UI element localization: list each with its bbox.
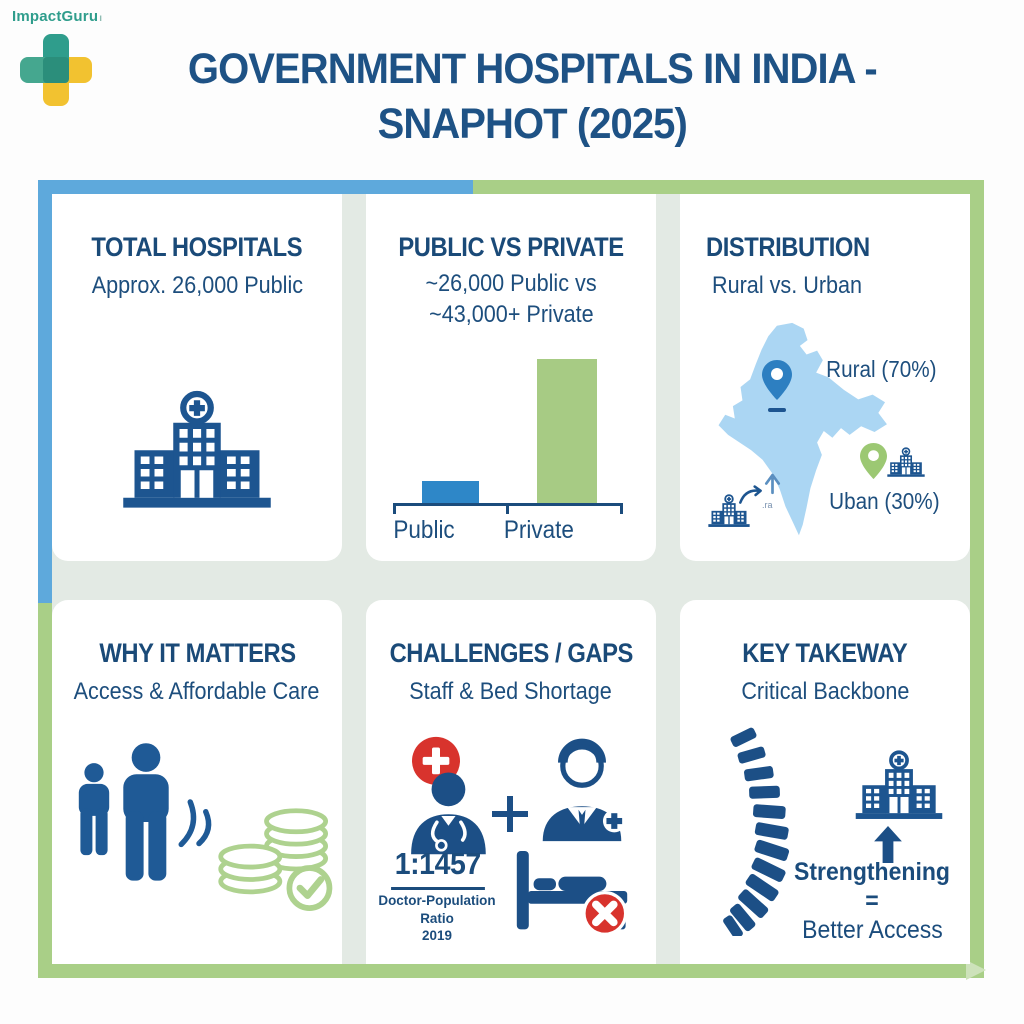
ratio-caption: Doctor-Population Ratio 2019	[366, 892, 508, 945]
panel-subtitle: Staff & Bed Shortage	[409, 678, 613, 705]
panel-distribution: DISTRIBUTION Rural vs. Urban Rural (70%)…	[680, 194, 970, 561]
urban-hospital-icon	[887, 447, 925, 477]
panel-title: DISTRIBUTION	[706, 232, 870, 262]
panel-title: PUBLIC VS PRIVATE	[398, 232, 624, 262]
page-title-line2: SNAPHOT (2025)	[377, 99, 687, 148]
coins-savings-icon	[218, 808, 333, 911]
logo-brand-text: ImpactGuruı	[12, 8, 103, 25]
panel-title: TOTAL HOSPITALS	[91, 232, 303, 262]
medical-cross-icon	[20, 34, 92, 106]
impactguru-logo: ImpactGuruı	[12, 8, 132, 108]
india-map	[718, 322, 887, 536]
urban-pin-icon	[860, 441, 887, 481]
up-arrow-outline-icon	[764, 473, 781, 495]
bar-label-private: Private	[503, 516, 575, 544]
panel-title: CHALLENGES / GAPS	[389, 638, 633, 668]
map-annotation: .ra	[762, 500, 773, 510]
hospital-building-icon	[122, 390, 272, 508]
rural-label: Rural (70%)	[826, 356, 937, 382]
panel-subtitle: Critical Backbone	[740, 678, 910, 705]
bar-private	[537, 359, 597, 504]
panel-title: WHY IT MATTERS	[98, 638, 296, 668]
frame-border-right	[970, 180, 984, 978]
page-title-line1: GOVERNMENT HOSPITALS IN INDIA -	[187, 45, 878, 93]
statement-line2: Better Access	[801, 916, 943, 944]
axis-tick	[506, 505, 509, 514]
corner-arrow-watermark	[966, 960, 986, 980]
ratio-caption-line1: Doctor-Population Ratio	[378, 892, 496, 926]
panel-subtitle-line2: ~43,000+ Private	[428, 301, 594, 328]
medical-staff-icon	[542, 738, 626, 842]
takeaway-statement: Strengthening = Better Access	[778, 858, 966, 945]
curved-arrow-icon	[739, 485, 762, 504]
hospital-bed-icon	[516, 851, 628, 936]
bar-label-public: Public	[393, 516, 455, 544]
statement-line1: Strengthening =	[794, 858, 950, 915]
hospital-building-icon	[855, 750, 943, 819]
panel-subtitle: Rural vs. Urban	[712, 272, 863, 299]
axis-tick	[620, 505, 623, 514]
pin-shadow-dash	[768, 408, 786, 412]
panel-subtitle-line1: ~26,000 Public vs	[425, 270, 597, 297]
panel-key-takeaway: KEY TAKEWAY Critical Backbone	[680, 600, 970, 964]
person-large-icon	[110, 742, 182, 883]
content-frame: TOTAL HOSPITALS Approx. 26,000 Public PU…	[38, 180, 986, 980]
x-badge-icon	[582, 891, 628, 936]
rural-pin-icon	[762, 358, 792, 402]
ratio-caption-line2: 2019	[422, 927, 452, 943]
panel-challenges-gaps: CHALLENGES / GAPS Staff & Bed Shortage	[366, 600, 656, 964]
page-title: GOVERNMENT HOSPITALS IN INDIA - SNAPHOT …	[70, 42, 994, 151]
bar-public	[422, 481, 479, 504]
frame-border-left	[38, 180, 52, 978]
spine-backbone-icon	[723, 727, 790, 936]
motion-arcs-icon	[178, 799, 212, 848]
plus-sign	[492, 796, 528, 832]
public-private-bar-chart	[393, 352, 623, 514]
x-axis	[393, 503, 623, 506]
logo-suffix-mark: ı	[99, 13, 103, 24]
panel-title: KEY TAKEWAY	[742, 638, 908, 668]
panel-public-vs-private: PUBLIC VS PRIVATE ~26,000 Public vs ~43,…	[366, 194, 656, 561]
panel-total-hospitals: TOTAL HOSPITALS Approx. 26,000 Public	[52, 194, 342, 561]
panel-subtitle: Approx. 26,000 Public	[91, 272, 303, 299]
frame-border-bottom	[38, 960, 986, 980]
up-arrow-icon	[874, 826, 902, 863]
check-circle-icon	[286, 865, 333, 911]
doctor-icon	[411, 736, 486, 855]
doctor-population-ratio: 1:1457	[380, 846, 496, 890]
frame-border-top	[38, 180, 984, 194]
panel-subtitle: Access & Affordable Care	[74, 678, 320, 705]
urban-label: Uban (30%)	[829, 488, 940, 514]
axis-tick	[393, 505, 396, 514]
panel-why-it-matters: WHY IT MATTERS Access & Affordable Care	[52, 600, 342, 964]
